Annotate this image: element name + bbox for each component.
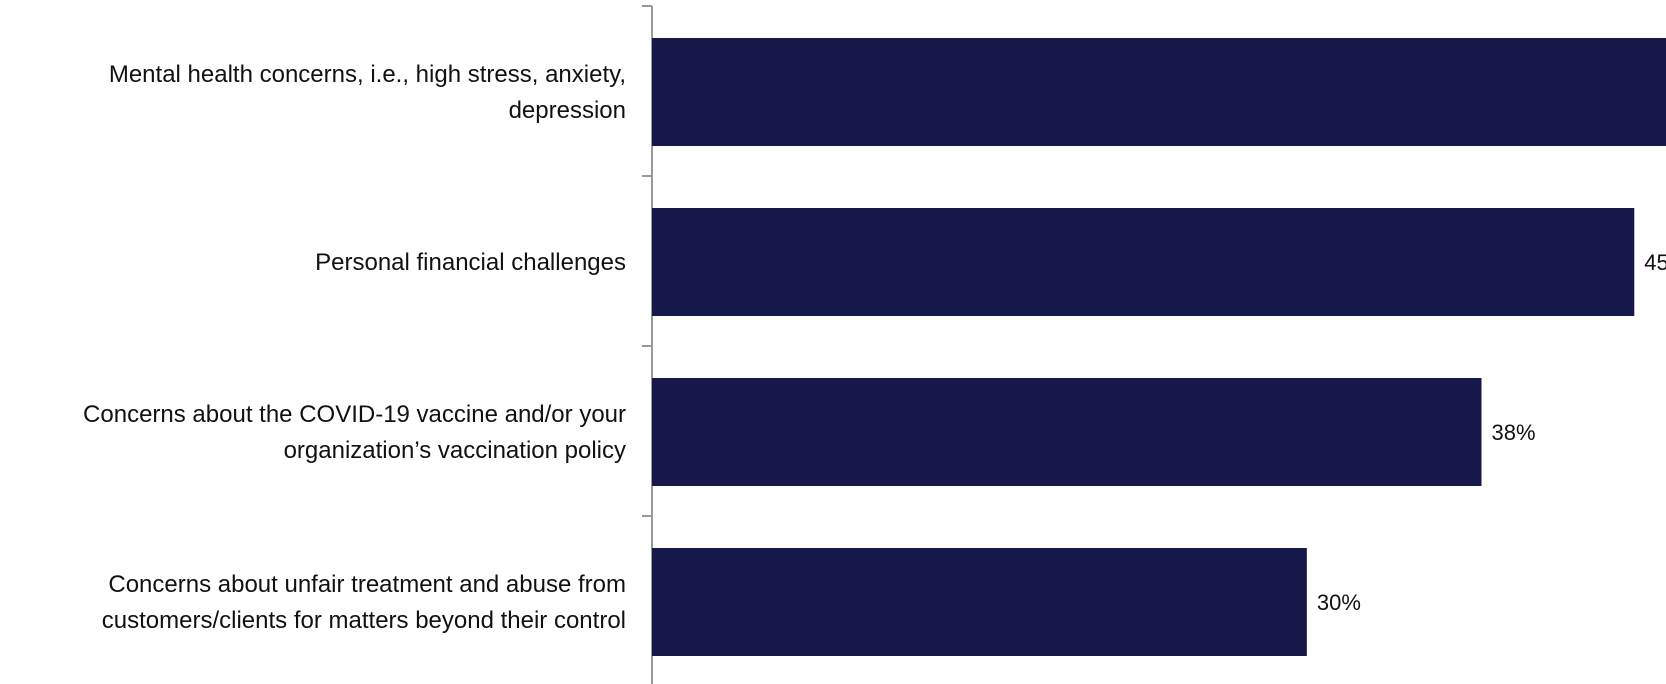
category-label-line: customers/clients for matters beyond the… <box>102 607 626 634</box>
labels-layer: 66%Mental health concerns, i.e., high st… <box>83 61 1666 634</box>
axis-layer <box>642 5 653 684</box>
bar <box>652 378 1482 486</box>
bar <box>652 208 1635 316</box>
data-label: 30% <box>1317 590 1361 615</box>
category-label-line: Personal financial challenges <box>315 249 626 276</box>
data-label: 38% <box>1491 420 1535 445</box>
data-label: 45% <box>1644 250 1666 275</box>
category-label-line: Mental health concerns, i.e., high stres… <box>109 61 626 88</box>
category-label: Personal financial challenges <box>315 249 626 276</box>
bar <box>652 38 1666 146</box>
category-label-line: organization’s vaccination policy <box>284 437 626 464</box>
category-label-line: Concerns about unfair treatment and abus… <box>108 571 626 598</box>
category-label-line: Concerns about the COVID-19 vaccine and/… <box>83 401 626 428</box>
bar <box>652 548 1307 656</box>
bars-layer <box>652 38 1666 656</box>
category-label: Mental health concerns, i.e., high stres… <box>109 61 626 124</box>
category-label-line: depression <box>509 97 626 124</box>
category-label: Concerns about the COVID-19 vaccine and/… <box>83 401 626 464</box>
category-label: Concerns about unfair treatment and abus… <box>102 571 626 634</box>
